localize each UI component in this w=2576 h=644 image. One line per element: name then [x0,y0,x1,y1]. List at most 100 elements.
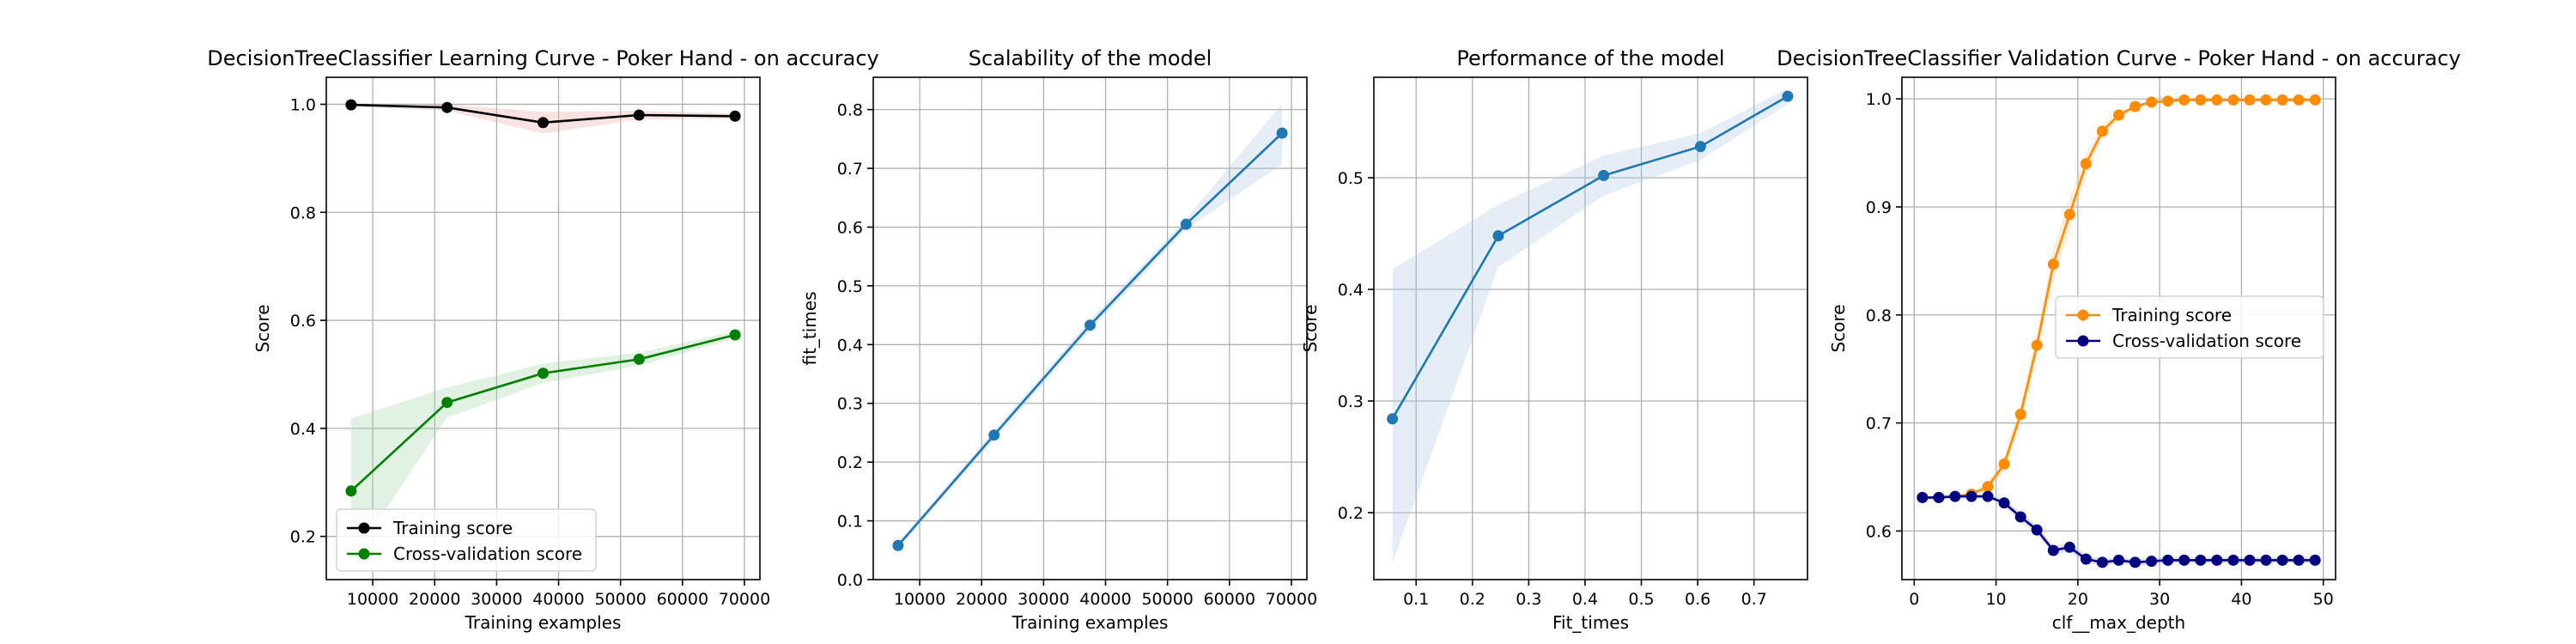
chart-panel-3: 0.1 0.2 0.3 0.4 0.5 0.6 0.7 0.2 0.3 0.4 0.5 Perform… [1300,46,1808,633]
x-tick-label: 30000 [471,590,522,609]
x-tick-label: 0.3 [1516,590,1541,609]
series-1-point [1694,141,1706,153]
y-tick-label: 0.6 [1866,522,1892,541]
legend-swatch-marker [2077,335,2089,347]
y-tick-label: 0.2 [837,453,863,472]
x-tick-label: 30 [2149,590,2170,609]
y-axis-label: Score [1828,304,1849,352]
x-tick-label: 40000 [1079,590,1131,609]
series-1-point [1387,413,1399,425]
axes-frame [1901,76,2336,580]
series-1-point [441,101,453,113]
series-1-point [2276,94,2288,106]
axes-frame [325,76,761,580]
series-1-point [2309,94,2321,106]
x-tick-label: 20 [2068,590,2088,609]
series-1-point [2178,94,2190,106]
x-tick-label: 70000 [719,590,770,609]
y-tick-label: 0.4 [837,336,863,355]
series-1-point [1982,481,1994,493]
legend-box [336,508,597,572]
legend-swatch-marker [2077,309,2089,321]
series-1-point [2211,94,2223,106]
series-1-point [892,539,904,551]
y-tick-label: 1.0 [1866,90,1892,109]
series-2-point [1998,497,2010,509]
x-axis-label: clf__max_depth [2052,612,2185,633]
series-1-point [1598,169,1610,181]
x-tick-label: 70000 [1266,590,1317,609]
y-tick-label: 0.2 [290,528,316,547]
series-1-point [1276,127,1288,139]
x-tick-label: 0.4 [1572,590,1598,609]
chart-panel-1: 10000 20000 30000 40000 50000 60000 70000 0.2 0.… [207,46,878,633]
series-2-point [1917,491,1929,503]
legend-swatch-marker [358,548,370,560]
series-1-point [2096,125,2108,137]
y-tick-label: 0.7 [837,160,863,179]
series-2-point [2244,554,2256,566]
series-2-point [633,353,645,365]
series-1-point [1492,230,1504,242]
y-tick-label: 0.6 [837,218,863,237]
x-tick-label: 10000 [347,590,398,609]
series-2-point [2031,524,2043,536]
legend-label: Training score [2111,305,2232,325]
axes-frame [872,76,1308,580]
x-axis-label: Fit_times [1552,612,1629,633]
series-2-point [2080,553,2092,565]
series-1-point [1084,319,1096,331]
series-1-point [2195,94,2207,106]
series-2-point [1949,490,1961,502]
series-1-point [2063,209,2075,221]
series-1-point [2244,94,2256,106]
x-axis-label: Training examples [1012,612,1169,633]
x-tick-label: 0 [1909,590,1919,609]
x-axis-label: Training examples [465,612,622,633]
series-2-point [2096,556,2108,568]
chart-title: DecisionTreeClassifier Validation Curve … [1777,46,2461,70]
y-tick-label: 1.0 [290,95,316,114]
series-2-point [538,368,549,380]
y-tick-label: 0.1 [837,513,863,532]
legend-label: Cross-validation score [2112,331,2301,351]
plot-area [1374,77,1807,580]
legend-label: Training score [392,518,513,538]
series-1-point [2293,94,2305,106]
series-2-point [2146,556,2158,568]
x-tick-label: 20000 [956,590,1007,609]
series-2-point [2276,554,2288,566]
series-2-point [1933,491,1945,503]
axes-frame [1373,76,1808,580]
chart-title: Scalability of the model [969,46,1212,70]
legend: Training score Cross-validation score [336,508,597,572]
legend-label: Cross-validation score [393,544,582,564]
chart-panel-2: 10000 20000 30000 40000 50000 60000 70000 0.0 0.… [799,46,1317,633]
series-1-point [1782,90,1794,102]
y-tick-label: 0.8 [290,204,316,222]
series-1-point [2260,94,2272,106]
series-2-point [2178,554,2190,566]
y-tick-label: 0.7 [1866,415,1892,434]
series-2-point [2293,554,2305,566]
series-2-point [2195,554,2207,566]
series-1-point [729,110,741,122]
chart-title: Performance of the model [1456,46,1724,70]
y-tick-label: 0.0 [837,571,863,590]
series-1-point [2113,109,2124,121]
x-tick-label: 0.5 [1628,590,1654,609]
chart-title: DecisionTreeClassifier Learning Curve - … [207,46,878,70]
series-2-point [2129,556,2142,568]
series-2-point [2260,554,2272,566]
y-tick-label: 0.4 [1338,281,1364,300]
series-1-point [2129,100,2142,112]
series-2-point [2113,554,2124,566]
legend-swatch-marker [358,522,370,534]
x-tick-label: 0.6 [1685,590,1710,609]
y-axis-label: Score [1300,304,1321,352]
x-tick-label: 40000 [532,590,584,609]
x-tick-label: 60000 [657,590,708,609]
series-2-point [441,397,453,409]
series-2-point [2309,554,2321,566]
